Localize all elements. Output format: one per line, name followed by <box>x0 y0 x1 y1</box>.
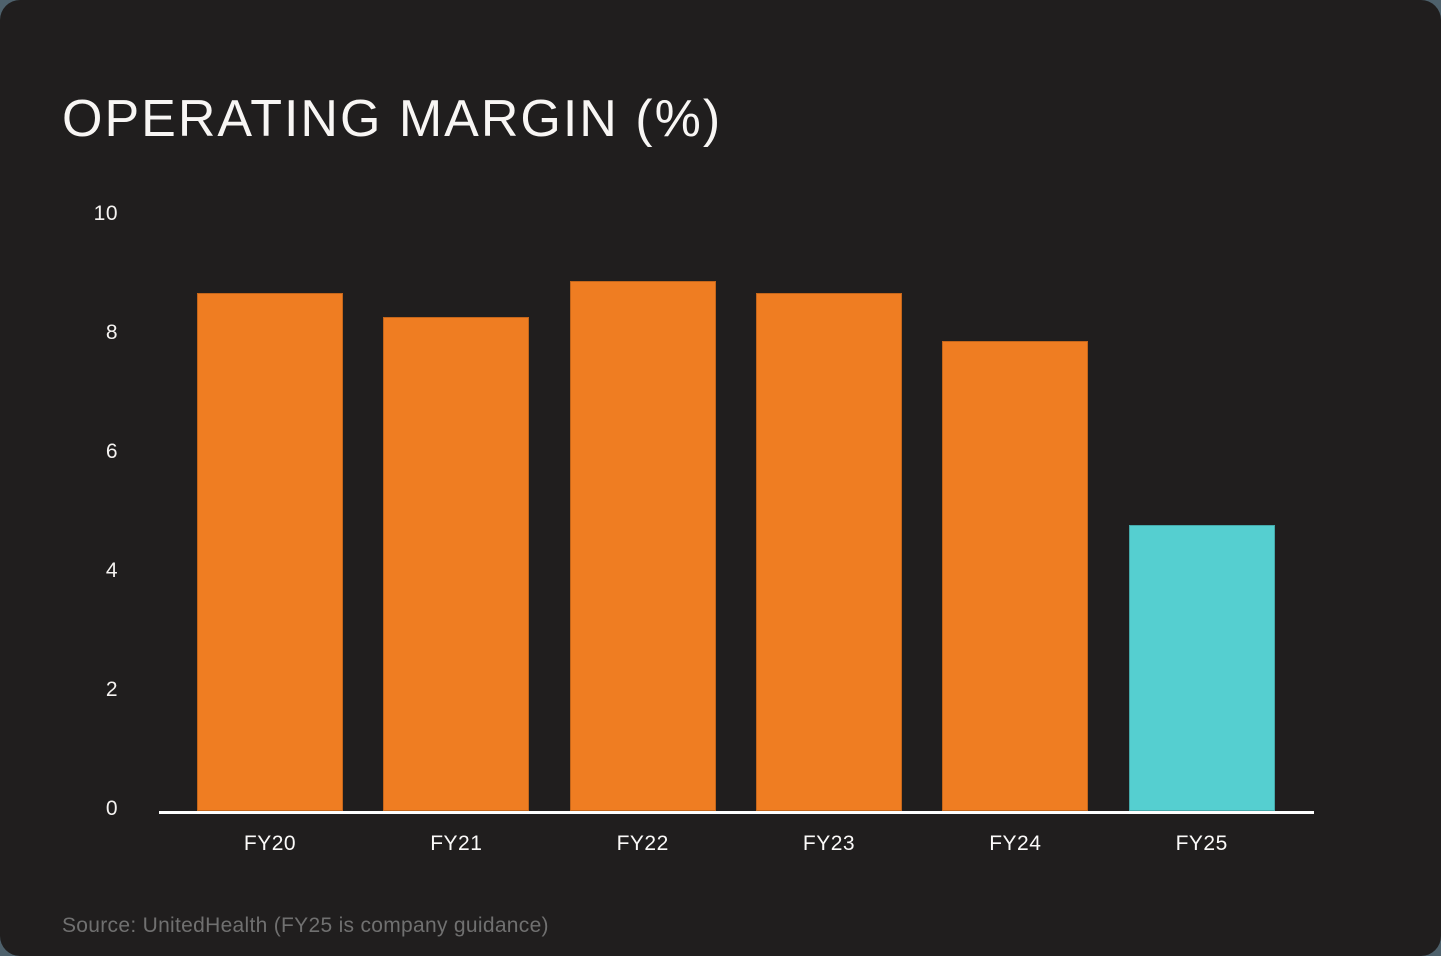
y-tick-label-6: 6 <box>105 440 118 463</box>
bar-fy22 <box>569 281 716 811</box>
y-tick-label-2: 2 <box>105 678 118 701</box>
x-label-fy21: FY21 <box>430 832 483 855</box>
y-tick-label-10: 10 <box>93 202 118 225</box>
chart-title: OPERATING MARGIN (%) <box>62 90 723 148</box>
x-label-fy23: FY23 <box>802 832 856 855</box>
source-note: Source: UnitedHealth (FY25 is company gu… <box>62 914 549 937</box>
bar-fy24 <box>942 340 1089 811</box>
bar-fy23 <box>756 293 902 811</box>
bar-fy25 <box>1128 525 1275 811</box>
y-tick-label-4: 4 <box>105 559 118 582</box>
y-tick-label-8: 8 <box>105 321 118 344</box>
y-tick-label-0: 0 <box>105 797 118 820</box>
x-label-fy24: FY24 <box>989 832 1042 855</box>
x-label-fy22: FY22 <box>616 832 669 855</box>
x-label-fy25: FY25 <box>1175 832 1228 855</box>
bar-fy21 <box>383 317 530 811</box>
x-label-fy20: FY20 <box>243 832 297 855</box>
bar-fy20 <box>197 293 343 811</box>
x-axis-line <box>159 811 1314 814</box>
